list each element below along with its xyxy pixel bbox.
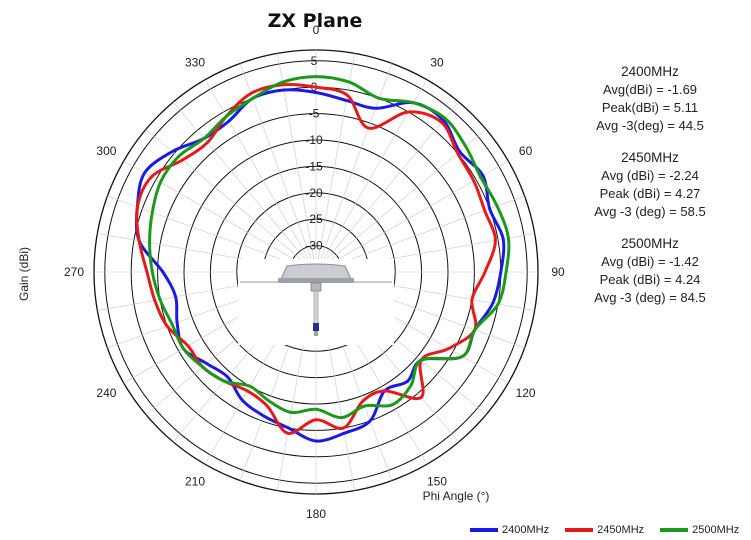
stats-line: Avg (dBi) = -1.42 [601, 254, 699, 269]
legend-swatch [565, 528, 594, 532]
antenna-dome [280, 263, 352, 280]
stats-group-2400: 2400MHz Avg(dBi) = -1.69 Peak(dBi) = 5.1… [560, 63, 740, 135]
grid-spoke [315, 53, 355, 273]
radial-tick-label: -20 [305, 186, 323, 200]
series-line-2500MHz [148, 75, 511, 420]
angle-tick-label: 0 [313, 23, 320, 37]
stats-line: Avg(dBi) = -1.69 [602, 82, 698, 97]
stats-group-2500: 2500MHz Avg (dBi) = -1.42 Peak (dBi) = 4… [560, 235, 740, 307]
series-line-2400MHz [134, 88, 506, 443]
legend-item-2500: 2500MHz [660, 524, 739, 536]
antenna-mount [310, 282, 322, 292]
angle-tick-label: 210 [185, 475, 205, 489]
angle-tick-label: 150 [427, 475, 447, 489]
radial-tick-label: -15 [305, 159, 323, 173]
antenna-base [278, 278, 354, 283]
angle-tick-label: 330 [185, 55, 205, 69]
angle-tick-label: 300 [96, 144, 116, 158]
antenna-cable [313, 290, 319, 326]
radial-tick-label: -5 [309, 107, 320, 121]
antenna-connector [313, 323, 319, 331]
antenna-pin [314, 331, 318, 336]
x-axis-label: Phi Angle (°) [423, 489, 490, 503]
stats-freq: 2450MHz [621, 150, 679, 165]
stats-line: Avg -3(deg) = 44.5 [596, 118, 704, 133]
radial-tick-label: -25 [305, 212, 323, 226]
series-line-2450MHz [135, 83, 497, 435]
stats-panel: 2400MHz Avg(dBi) = -1.69 Peak(dBi) = 5.1… [560, 63, 740, 321]
grid-spoke [145, 129, 317, 273]
stats-line: Avg (dBi) = -2.24 [601, 168, 699, 183]
legend: 2400MHz 2450MHz 2500MHz [470, 524, 739, 536]
stats-line: Avg -3 (deg) = 58.5 [594, 204, 706, 219]
legend-label: 2400MHz [502, 524, 550, 536]
grid-spoke [123, 160, 317, 273]
legend-item-2450: 2450MHz [565, 524, 644, 536]
chart-title: ZX Plane [268, 10, 363, 32]
legend-item-2400: 2400MHz [470, 524, 549, 536]
legend-swatch [660, 528, 689, 532]
angle-tick-label: 180 [306, 507, 326, 521]
legend-label: 2450MHz [597, 524, 645, 536]
legend-label: 2500MHz [692, 524, 740, 536]
angle-tick-labels: 0 30 60 90 120 150 180 210 240 270 300 330 [64, 23, 565, 521]
radial-tick-label: -30 [305, 239, 323, 253]
stats-line: Peak (dBi) = 4.27 [599, 186, 701, 201]
radial-tick-labels: 50-5-10-15-20-25-30 [305, 54, 323, 253]
angle-tick-label: 90 [551, 265, 565, 279]
stats-freq: 2500MHz [621, 236, 679, 251]
stats-line: Peak(dBi) = 5.11 [601, 100, 699, 115]
stats-line: Avg -3 (deg) = 84.5 [594, 290, 706, 305]
radial-tick-label: -10 [305, 133, 323, 147]
grid-spoke [315, 101, 459, 273]
angle-tick-label: 60 [519, 144, 533, 158]
angle-tick-label: 240 [96, 386, 116, 400]
angle-tick-label: 120 [516, 386, 536, 400]
radial-tick-label: 5 [311, 54, 318, 68]
angle-tick-label: 270 [64, 265, 84, 279]
series-curves [134, 75, 511, 443]
stats-line: Peak (dBi) = 4.24 [599, 272, 701, 287]
legend-swatch [470, 528, 498, 532]
stats-freq: 2400MHz [621, 64, 679, 79]
stats-group-2450: 2450MHz Avg (dBi) = -2.24 Peak (dBi) = 4… [560, 149, 740, 221]
antenna-image [238, 259, 394, 345]
y-axis-label: Gain (dBi) [17, 247, 31, 301]
angle-tick-label: 30 [430, 55, 444, 69]
grid-spoke [173, 101, 317, 273]
grid-spoke [204, 79, 317, 273]
grid-spoke [315, 160, 509, 273]
